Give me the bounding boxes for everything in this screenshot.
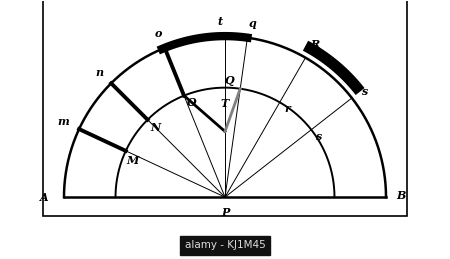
Text: s: s: [316, 131, 323, 142]
Text: T: T: [221, 98, 229, 109]
Text: t: t: [218, 16, 223, 27]
Text: s: s: [362, 86, 368, 97]
Text: o: o: [154, 28, 162, 39]
Polygon shape: [303, 41, 364, 95]
Text: B: B: [396, 190, 405, 201]
Text: M: M: [126, 155, 139, 166]
Text: alamy - KJ1M45: alamy - KJ1M45: [184, 240, 266, 250]
Text: r: r: [285, 103, 291, 114]
Text: N: N: [151, 122, 161, 133]
Bar: [43, 0, 407, 217]
Text: A: A: [40, 192, 49, 203]
Text: R: R: [310, 39, 320, 50]
Text: q: q: [248, 18, 256, 29]
Text: m: m: [57, 116, 69, 127]
Text: P: P: [221, 207, 229, 218]
Text: O: O: [187, 97, 197, 107]
Text: n: n: [96, 67, 104, 77]
Text: Q: Q: [224, 75, 234, 86]
